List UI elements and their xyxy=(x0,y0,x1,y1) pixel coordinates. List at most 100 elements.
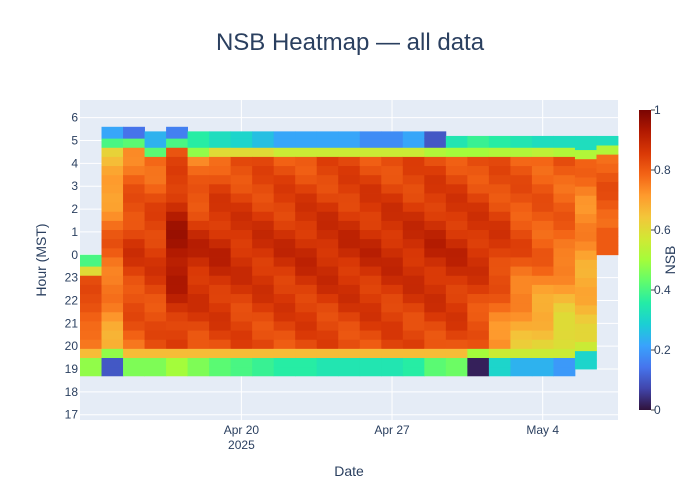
heatmap-cell xyxy=(295,183,318,194)
heatmap-cell xyxy=(445,229,468,240)
heatmap-cell xyxy=(424,220,447,231)
heatmap-cell xyxy=(467,193,490,203)
heatmap-cell xyxy=(424,311,447,322)
heatmap-cell xyxy=(209,193,232,203)
heatmap-cell xyxy=(187,284,210,295)
colorbar-tick-label: 0.2 xyxy=(654,343,671,357)
heatmap-cell xyxy=(596,154,619,164)
heatmap-cell xyxy=(252,229,275,240)
heatmap-cell xyxy=(209,275,232,285)
heatmap-cell xyxy=(166,357,188,368)
heatmap-cell xyxy=(101,174,124,185)
heatmap-cell xyxy=(166,339,188,349)
heatmap-cell xyxy=(273,165,296,176)
heatmap-cell xyxy=(381,220,404,231)
heatmap-cell xyxy=(402,165,425,176)
heatmap-cell xyxy=(531,366,554,377)
heatmap-cell xyxy=(230,165,253,176)
heatmap-cell xyxy=(101,330,124,340)
heatmap-cell xyxy=(209,156,232,167)
heatmap-cell xyxy=(359,330,382,340)
heatmap-cell xyxy=(273,229,296,240)
heatmap-cell xyxy=(574,204,597,215)
heatmap-cell xyxy=(574,222,597,233)
heatmap-cell xyxy=(424,293,447,304)
heatmap-cell xyxy=(531,311,554,322)
heatmap-cell xyxy=(316,247,339,258)
x-tick-label: Apr 20 xyxy=(224,423,260,437)
heatmap-cell xyxy=(295,193,318,203)
heatmap-cell xyxy=(273,220,296,231)
heatmap-cell xyxy=(381,293,404,304)
heatmap-cell xyxy=(553,366,576,377)
colorbar-tick-label: 0 xyxy=(654,403,661,417)
heatmap-cell xyxy=(510,247,533,258)
heatmap-cell xyxy=(381,284,404,295)
heatmap-cell xyxy=(445,174,468,185)
heatmap-cell xyxy=(531,135,554,139)
heatmap-cell xyxy=(359,275,382,285)
heatmap-cell xyxy=(467,174,490,185)
heatmap-cell xyxy=(574,350,597,361)
heatmap-cell xyxy=(359,311,382,322)
heatmap-cell xyxy=(123,293,145,304)
heatmap-cell xyxy=(123,129,145,139)
heatmap-cell xyxy=(316,284,339,295)
heatmap-cell xyxy=(316,238,339,249)
heatmap-cell xyxy=(488,330,511,340)
heatmap-cell xyxy=(144,247,167,258)
heatmap-cell xyxy=(144,193,167,203)
heatmap-cell xyxy=(596,181,619,192)
heatmap-cell xyxy=(187,229,210,240)
heatmap-cell xyxy=(424,284,447,295)
heatmap-cell xyxy=(553,174,576,185)
heatmap-cell xyxy=(488,183,511,194)
heatmap-cell xyxy=(209,229,232,240)
heatmap-cell xyxy=(424,211,447,221)
heatmap-cell xyxy=(531,293,554,304)
heatmap-cell xyxy=(359,266,382,276)
heatmap-cell xyxy=(488,165,511,176)
heatmap-cell xyxy=(510,348,533,358)
heatmap-cell xyxy=(252,275,275,285)
heatmap-cell xyxy=(445,183,468,194)
heatmap-cell xyxy=(531,147,554,157)
heatmap-cell xyxy=(144,202,167,212)
heatmap-cell xyxy=(553,284,576,295)
heatmap-cell xyxy=(252,293,275,304)
heatmap-cell xyxy=(230,238,253,249)
heatmap-cell xyxy=(553,321,576,331)
heatmap-cell xyxy=(359,257,382,267)
heatmap-cell xyxy=(166,202,188,212)
heatmap-cell xyxy=(123,357,145,368)
heatmap-cell xyxy=(402,357,425,368)
heatmap-cell xyxy=(402,238,425,249)
heatmap-cell xyxy=(209,138,232,148)
heatmap-cell xyxy=(80,339,102,349)
heatmap-cell xyxy=(510,357,533,368)
heatmap-cell xyxy=(273,284,296,295)
heatmap-cell xyxy=(187,257,210,267)
heatmap-cell xyxy=(338,147,361,157)
heatmap-cell xyxy=(381,229,404,240)
heatmap-cell xyxy=(338,174,361,185)
heatmap-cell xyxy=(381,257,404,267)
heatmap-cell xyxy=(510,266,533,276)
heatmap-cell xyxy=(316,183,339,194)
heatmap-cell xyxy=(273,211,296,221)
heatmap-cell xyxy=(209,183,232,194)
heatmap-cell xyxy=(166,275,188,285)
heatmap-cell xyxy=(187,348,210,358)
heatmap-cell xyxy=(402,193,425,203)
heatmap-cell xyxy=(123,183,145,194)
heatmap-cell xyxy=(338,284,361,295)
heatmap-cell xyxy=(531,284,554,295)
heatmap-cell xyxy=(510,135,533,139)
heatmap-cell xyxy=(445,202,468,212)
heatmap-cell xyxy=(273,330,296,340)
heatmap-cell xyxy=(230,348,253,358)
heatmap-cell xyxy=(230,275,253,285)
heatmap-cell xyxy=(510,229,533,240)
heatmap-cell xyxy=(209,330,232,340)
heatmap-cell xyxy=(123,229,145,240)
